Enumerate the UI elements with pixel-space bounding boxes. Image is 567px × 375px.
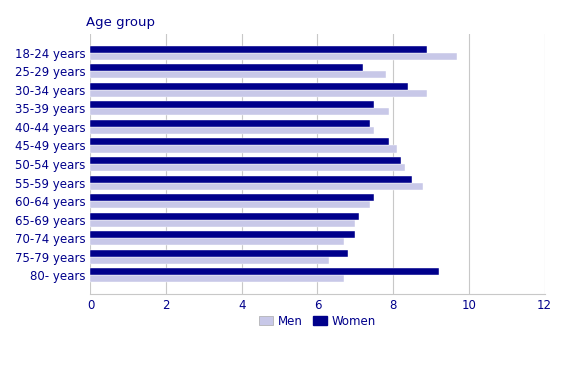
Bar — [91, 120, 370, 127]
Bar — [91, 268, 438, 275]
Bar — [91, 250, 348, 257]
Bar — [91, 146, 397, 153]
Bar — [91, 183, 424, 190]
Text: Age group: Age group — [86, 16, 155, 28]
Bar — [91, 46, 427, 53]
Bar — [91, 194, 374, 201]
Bar — [91, 53, 458, 60]
Bar — [91, 164, 404, 171]
Bar — [91, 64, 363, 71]
Bar — [91, 213, 359, 220]
Bar — [91, 90, 427, 97]
Bar — [91, 238, 344, 245]
Bar — [91, 176, 412, 183]
Bar — [91, 231, 356, 238]
Bar — [91, 127, 374, 134]
Bar — [91, 220, 356, 227]
Bar — [91, 201, 370, 208]
Bar — [91, 71, 386, 78]
Bar — [91, 157, 401, 164]
Bar — [91, 257, 329, 264]
Bar — [91, 138, 390, 146]
Legend: Men, Women: Men, Women — [255, 310, 380, 333]
Bar — [91, 108, 390, 115]
Bar — [91, 83, 408, 90]
Bar — [91, 275, 344, 282]
Bar — [91, 101, 374, 108]
